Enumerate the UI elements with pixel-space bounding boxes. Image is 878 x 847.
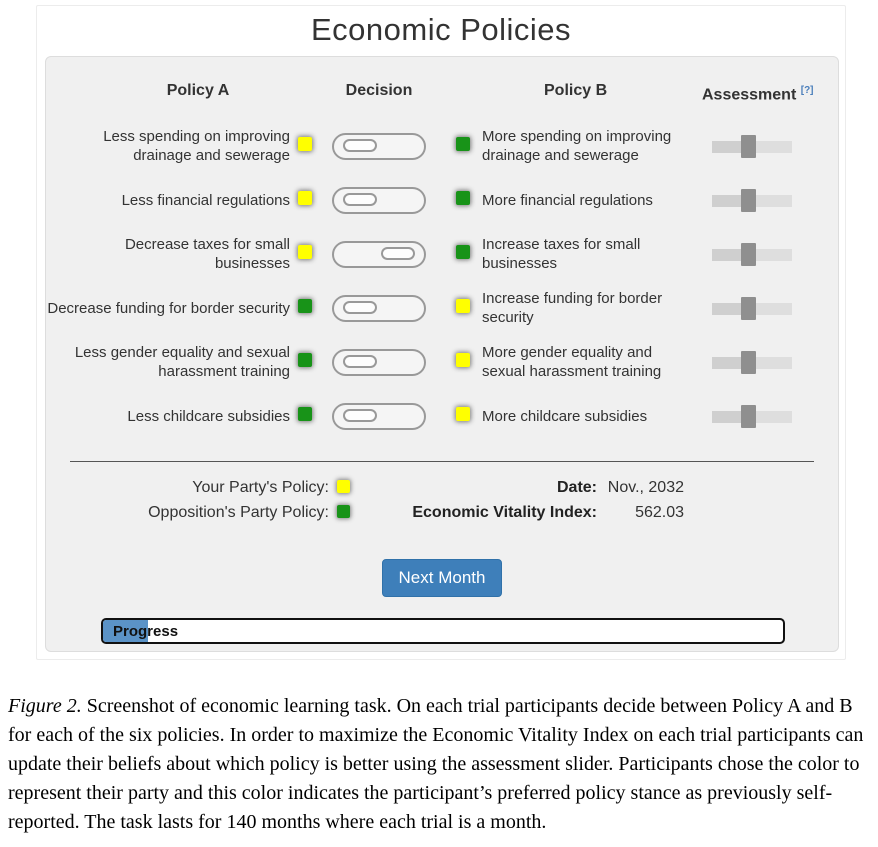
legend-divider	[70, 461, 814, 462]
policy-b-square-cell	[444, 136, 482, 156]
policy-a-party-square	[298, 244, 312, 259]
policy-a-label: Less spending on improving drainage and …	[103, 128, 290, 164]
assessment-slider-handle[interactable]	[741, 404, 756, 428]
policies-grid: Policy A Decision Policy B Assessment [?…	[46, 57, 838, 443]
toggle-knob[interactable]	[343, 354, 377, 368]
decision-cell	[314, 240, 444, 268]
policy-a-party-square	[298, 136, 312, 151]
assessment-slider-handle[interactable]	[741, 296, 756, 320]
toggle-knob[interactable]	[343, 408, 377, 422]
policy-a-party-square	[298, 298, 312, 313]
help-icon[interactable]: [?]	[800, 85, 814, 96]
assessment-slider-fill	[712, 248, 748, 261]
policy-b-square-cell	[444, 406, 482, 426]
policy-b-label: Increase funding for border security	[482, 290, 663, 326]
policy-b-label: More financial regulations	[482, 191, 653, 209]
assessment-slider[interactable]	[712, 404, 792, 428]
decision-cell	[314, 348, 444, 376]
decision-cell	[314, 402, 444, 430]
assessment-slider-handle[interactable]	[741, 350, 756, 374]
policy-b-square-cell	[444, 352, 482, 372]
assessment-slider-handle[interactable]	[741, 134, 756, 158]
page-title: Economic Policies	[310, 12, 572, 47]
opposition-party-square	[337, 505, 350, 519]
assessment-slider[interactable]	[712, 350, 792, 374]
policy-a-party-square	[298, 190, 312, 205]
assessment-slider[interactable]	[712, 242, 792, 266]
date-value: Nov., 2032	[607, 479, 684, 496]
figure-number: Figure 2.	[8, 695, 82, 717]
assessment-header: Assessment [?]	[692, 79, 838, 105]
policy-a-square-cell	[296, 244, 314, 264]
policy-a-label: Decrease taxes for small businesses	[124, 236, 290, 272]
evi-value: 562.03	[635, 504, 684, 521]
policy-b-party-square	[456, 406, 470, 421]
assessment-slider[interactable]	[712, 134, 792, 158]
assessment-slider-fill	[712, 140, 748, 153]
policy-a-label: Less childcare subsidies	[127, 407, 290, 425]
policy-b-party-square	[456, 244, 470, 259]
policy-b-label: More childcare subsidies	[482, 407, 648, 425]
policy-b-square-cell	[444, 298, 482, 318]
policy-a-party-square	[298, 406, 312, 421]
assessment-slider[interactable]	[712, 296, 792, 320]
assessment-slider-fill	[712, 194, 748, 207]
assessment-header-text: Assessment	[702, 86, 797, 104]
policy-b-party-square	[456, 352, 470, 367]
legend-and-status: Your Party's Policy: Date: Nov., 2032 Op…	[46, 475, 838, 525]
policy-b-party-square	[456, 190, 470, 205]
evi-label: Economic Vitality Index:	[412, 504, 597, 521]
policy-b-square-cell	[444, 244, 482, 264]
policy-b-label: More spending on improving drainage and …	[482, 128, 672, 164]
task-screenshot: Economic Policies Policy A Decision Poli…	[36, 5, 846, 660]
policy-b-label: More gender equality and sexual harassme…	[482, 344, 662, 380]
policy-a-square-cell	[296, 136, 314, 156]
policy-b-party-square	[456, 298, 470, 313]
your-party-square	[337, 480, 350, 494]
assessment-slider-fill	[712, 410, 748, 423]
assessment-slider-fill	[712, 356, 748, 369]
policy-a-square-cell	[296, 352, 314, 372]
policy-a-square-cell	[296, 406, 314, 426]
policy-a-header: Policy A	[166, 82, 230, 99]
decision-header: Decision	[345, 82, 413, 99]
progress-bar: Progress	[101, 618, 785, 644]
assessment-slider-handle[interactable]	[741, 242, 756, 266]
policy-a-square-cell	[296, 298, 314, 318]
decision-toggle[interactable]	[332, 402, 426, 430]
caption-text: Screenshot of economic learning task. On…	[8, 695, 864, 833]
decision-cell	[314, 132, 444, 160]
decision-toggle[interactable]	[332, 240, 426, 268]
assessment-slider-fill	[712, 302, 748, 315]
decision-toggle[interactable]	[332, 186, 426, 214]
decision-toggle[interactable]	[332, 348, 426, 376]
figure-caption: Figure 2. Screenshot of economic learnin…	[8, 692, 872, 837]
progress-bar-fill	[103, 620, 148, 642]
policy-a-party-square	[298, 352, 312, 367]
policy-a-label: Less gender equality and sexual harassme…	[74, 344, 290, 380]
decision-cell	[314, 294, 444, 322]
policy-b-label: Increase taxes for small businesses	[482, 236, 641, 272]
opposition-party-label: Opposition's Party Policy:	[148, 504, 329, 521]
policy-b-party-square	[456, 136, 470, 151]
assessment-slider-handle[interactable]	[741, 188, 756, 212]
assessment-slider[interactable]	[712, 188, 792, 212]
toggle-knob[interactable]	[381, 246, 415, 260]
decision-toggle[interactable]	[332, 294, 426, 322]
decision-cell	[314, 186, 444, 214]
policy-a-label: Decrease funding for border security	[47, 299, 290, 317]
your-party-label: Your Party's Policy:	[192, 479, 329, 496]
policies-panel: Policy A Decision Policy B Assessment [?…	[45, 56, 839, 652]
policy-a-label: Less financial regulations	[121, 191, 290, 209]
policy-b-header: Policy B	[544, 82, 608, 99]
policy-a-square-cell	[296, 190, 314, 210]
toggle-knob[interactable]	[343, 138, 377, 152]
date-label: Date:	[556, 479, 597, 496]
toggle-knob[interactable]	[343, 192, 377, 206]
next-month-button[interactable]: Next Month	[381, 559, 503, 597]
decision-toggle[interactable]	[332, 132, 426, 160]
progress-label: Progress	[113, 623, 179, 640]
policy-b-square-cell	[444, 190, 482, 210]
toggle-knob[interactable]	[343, 300, 377, 314]
